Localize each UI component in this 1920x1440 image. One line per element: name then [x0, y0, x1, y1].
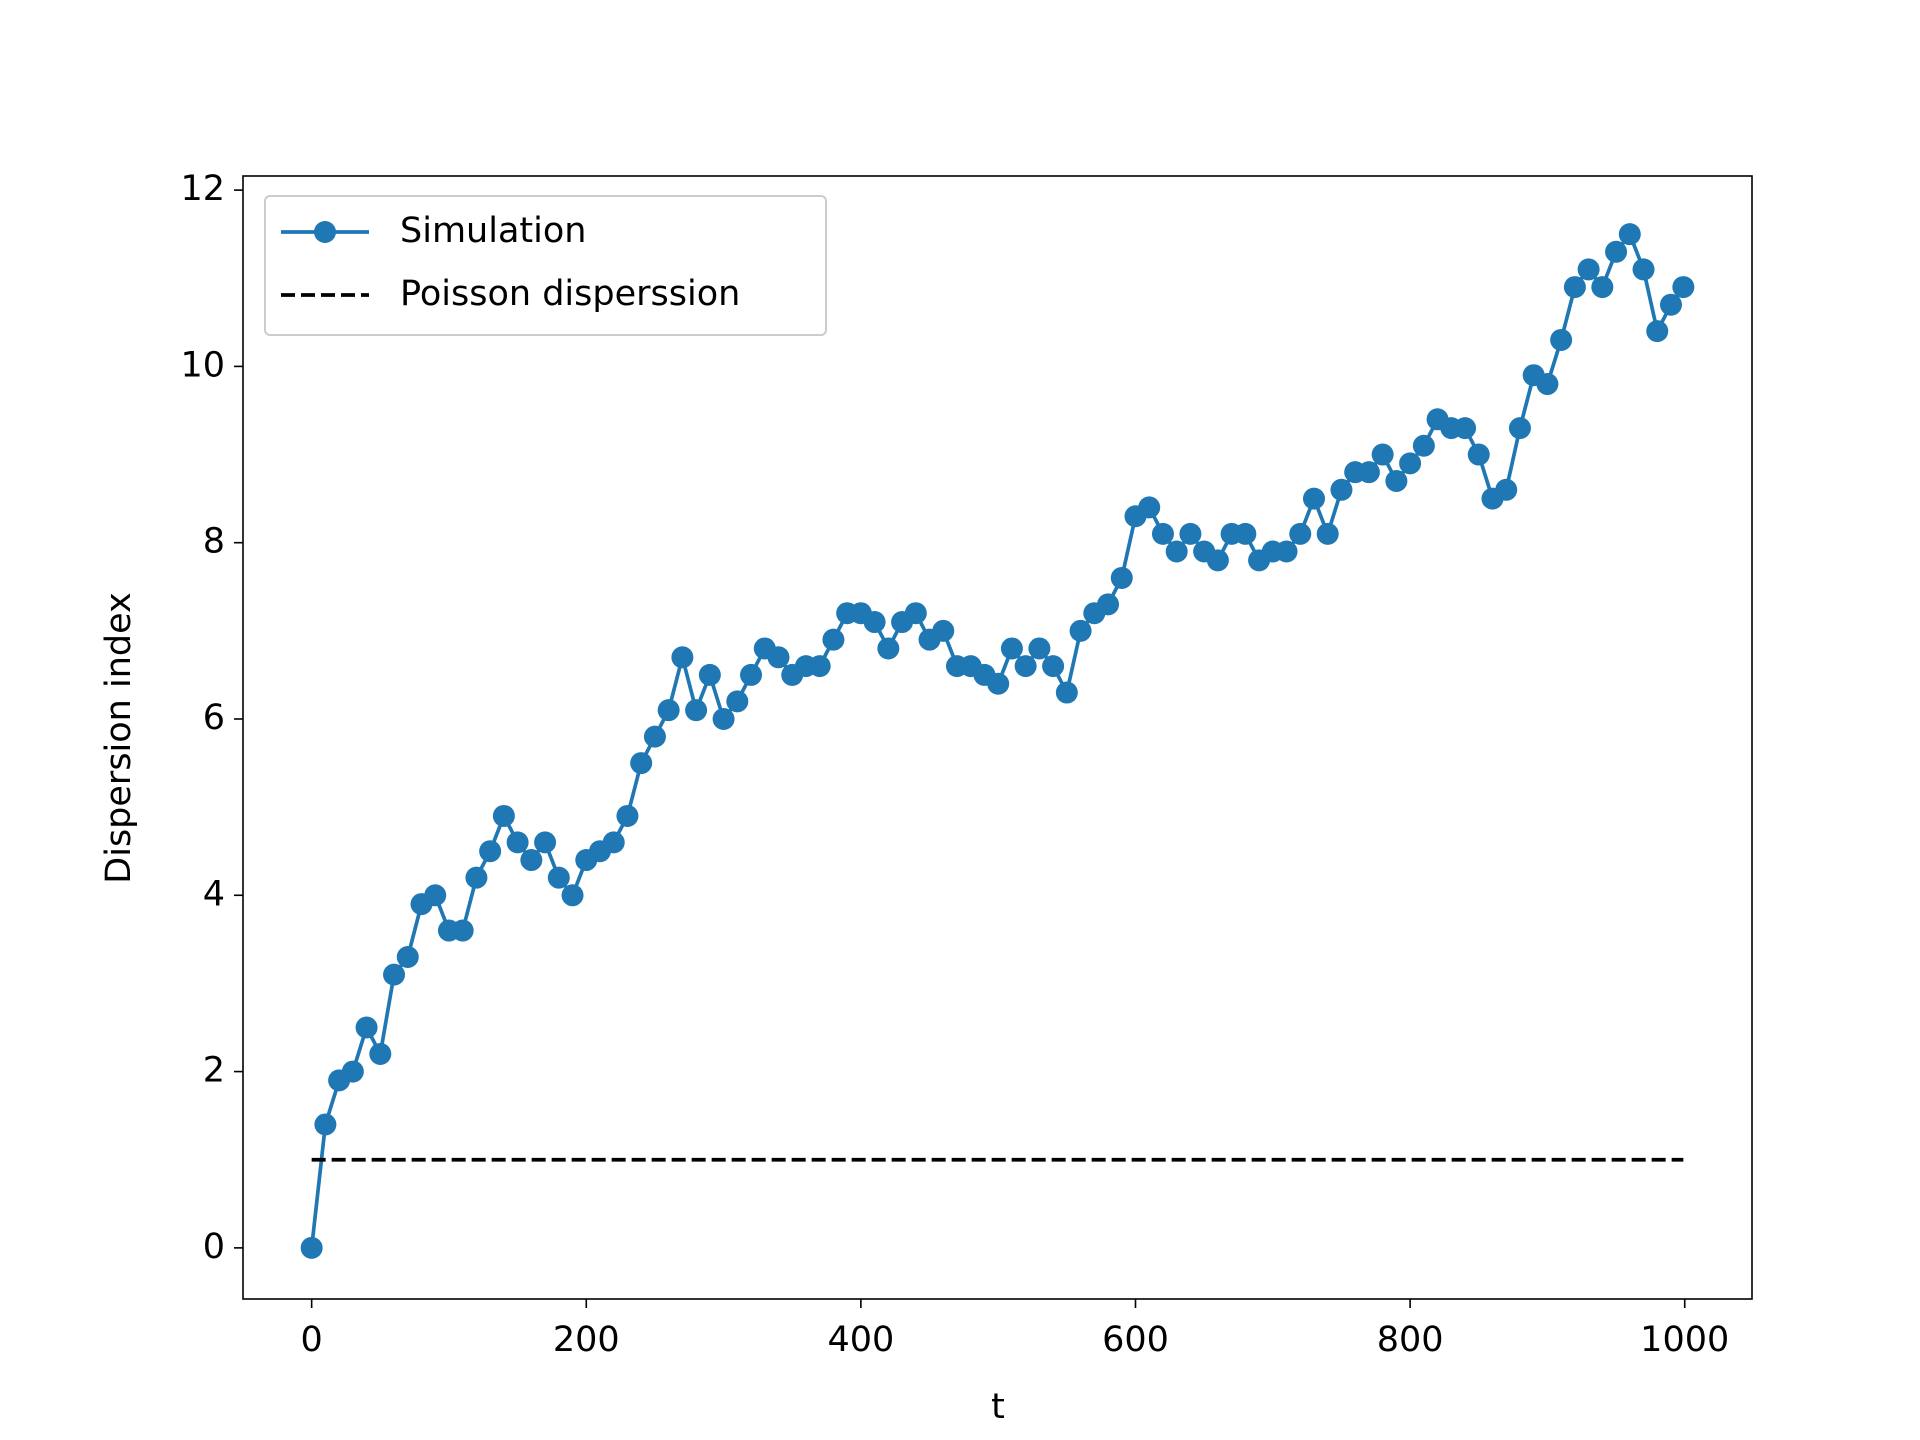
x-tick-label: 0 [301, 1320, 323, 1360]
data-point [932, 619, 955, 642]
data-point [1618, 223, 1641, 246]
legend-label: Poisson disperssion [400, 274, 740, 314]
data-point [1316, 522, 1339, 545]
data-point [1646, 320, 1669, 343]
data-point [1563, 276, 1586, 299]
data-point [1577, 258, 1600, 281]
data-point [698, 663, 721, 686]
y-tick-label: 4 [203, 874, 225, 914]
data-point [1028, 637, 1051, 660]
y-axis-label: Dispersion index [99, 592, 139, 883]
data-point [1605, 240, 1628, 263]
y-tick-label: 8 [203, 522, 225, 562]
data-point [1097, 593, 1120, 616]
data-point [465, 866, 488, 889]
data-point [822, 628, 845, 651]
data-point [1330, 478, 1353, 501]
data-point [1536, 373, 1559, 396]
data-point [643, 725, 666, 748]
data-point [314, 1113, 337, 1136]
data-point [767, 646, 790, 669]
y-tick-label: 6 [203, 698, 225, 738]
data-point [1550, 328, 1573, 351]
data-point [657, 699, 680, 722]
data-point [1672, 276, 1695, 299]
data-point [1508, 417, 1531, 440]
data-point [904, 602, 927, 625]
data-point [1234, 522, 1257, 545]
x-tick-label: 200 [553, 1320, 620, 1360]
data-point [479, 840, 502, 863]
x-tick-label: 1000 [1640, 1320, 1729, 1360]
data-point [602, 831, 625, 854]
y-tick-label: 2 [203, 1051, 225, 1091]
data-point [520, 849, 543, 872]
x-axis-label: t [991, 1387, 1005, 1427]
data-point [877, 637, 900, 660]
data-point [1138, 496, 1161, 519]
data-point [863, 611, 886, 634]
data-point [424, 884, 447, 907]
y-tick-label: 12 [180, 169, 225, 209]
data-point [1179, 522, 1202, 545]
data-point [300, 1236, 323, 1259]
data-point [1151, 522, 1174, 545]
data-point [671, 646, 694, 669]
data-point [355, 1016, 378, 1039]
data-point [630, 752, 653, 775]
data-point [1069, 619, 1092, 642]
data-point [1371, 443, 1394, 466]
data-point [1055, 681, 1078, 704]
data-point [534, 831, 557, 854]
data-point [1495, 478, 1518, 501]
data-point [341, 1060, 364, 1083]
data-point [1110, 566, 1133, 589]
data-point [1165, 540, 1188, 563]
data-point [1412, 434, 1435, 457]
data-point [1275, 540, 1298, 563]
x-tick-label: 400 [827, 1320, 894, 1360]
data-point [1467, 443, 1490, 466]
data-point [1014, 655, 1037, 678]
legend-label: Simulation [400, 211, 586, 251]
data-point [451, 919, 474, 942]
data-point [987, 672, 1010, 695]
y-tick-label: 10 [180, 345, 225, 385]
data-point [1591, 276, 1614, 299]
data-point [396, 945, 419, 968]
axes-frame [242, 175, 1753, 1300]
data-point [492, 804, 515, 827]
data-point [1454, 417, 1477, 440]
data-point [685, 699, 708, 722]
data-point [712, 707, 735, 730]
x-tick-label: 800 [1377, 1320, 1444, 1360]
data-point [383, 963, 406, 986]
data-point [740, 663, 763, 686]
data-point [369, 1042, 392, 1065]
data-point [616, 804, 639, 827]
data-point [1000, 637, 1023, 660]
data-point [808, 655, 831, 678]
data-point [1289, 522, 1312, 545]
y-tick-label: 0 [203, 1227, 225, 1267]
data-point [1385, 469, 1408, 492]
data-point [1206, 549, 1229, 572]
data-point [1632, 258, 1655, 281]
data-point [547, 866, 570, 889]
data-point [561, 884, 584, 907]
data-point [1399, 452, 1422, 475]
data-point [1659, 293, 1682, 316]
data-point [1302, 487, 1325, 510]
series-line [309, 230, 1685, 1249]
legend-marker [314, 221, 336, 243]
data-point [1042, 655, 1065, 678]
data-point [1357, 461, 1380, 484]
x-tick-label: 600 [1102, 1320, 1169, 1360]
data-point [506, 831, 529, 854]
legend-box [264, 195, 827, 336]
data-point [726, 690, 749, 713]
